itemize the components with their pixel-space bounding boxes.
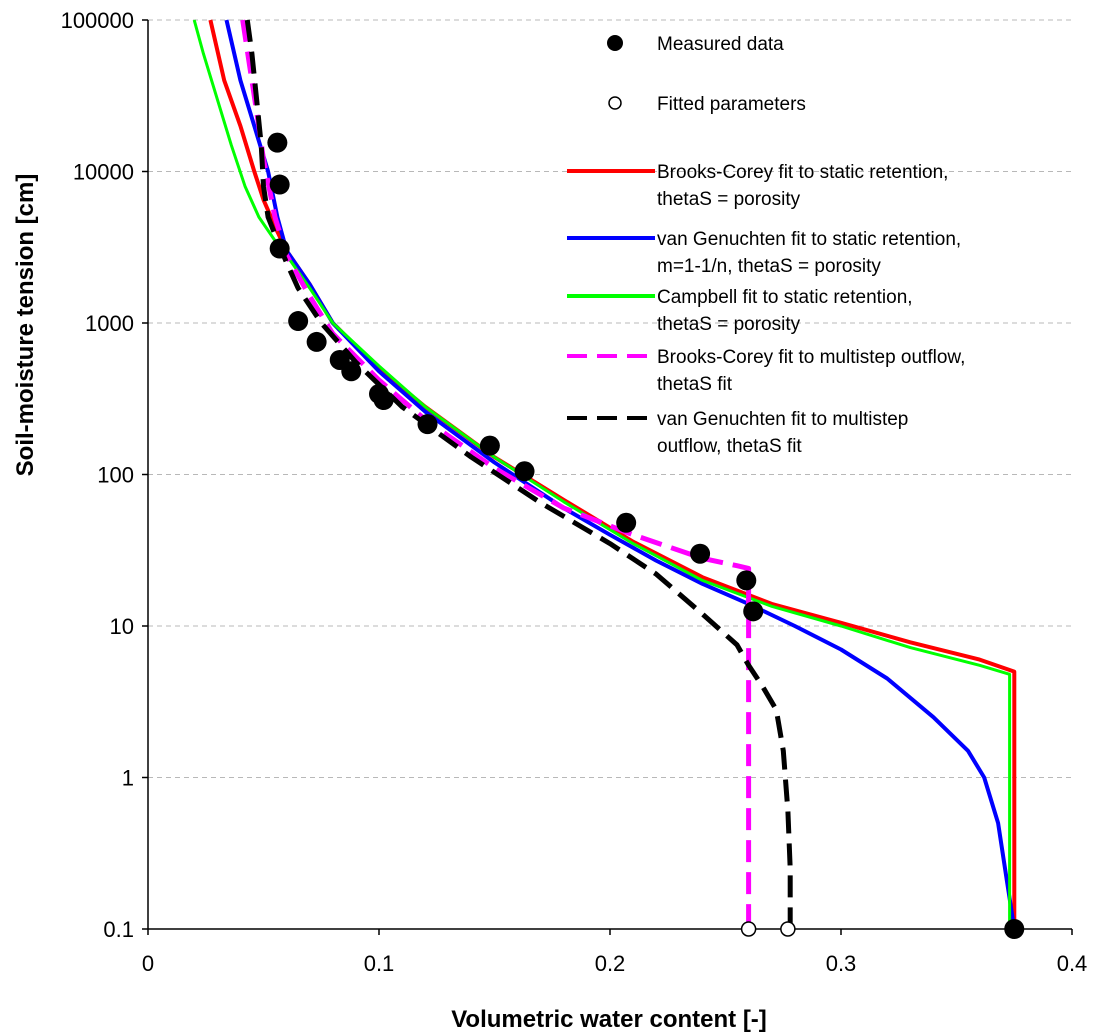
x-tick-label: 0.3 (826, 951, 857, 976)
measured-data-point (479, 435, 500, 456)
x-tick-label: 0 (142, 951, 154, 976)
measured-data-point (269, 238, 290, 259)
measured-data-point (373, 390, 394, 411)
x-tick-label: 0.4 (1057, 951, 1088, 976)
measured-data-point (306, 331, 327, 352)
legend-fitted-marker (608, 96, 622, 110)
measured-data-point (288, 311, 309, 332)
legend-label: thetaS = porosity (657, 189, 801, 210)
series-line-5 (244, 19, 793, 929)
legend-label: Measured data (657, 34, 784, 55)
y-tick-label: 1 (122, 766, 134, 791)
series-line-4 (240, 19, 752, 929)
fitted-parameter-point (740, 921, 757, 937)
legend-label: Campbell fit to static retention, (657, 287, 913, 308)
marker-layer (267, 132, 1025, 939)
measured-data-point (269, 174, 290, 195)
tick-layer: 0.1 1 10 100 1000 10000 100000 0 0.1 0.2 0.3 0.4 (61, 8, 1088, 976)
measured-data-point (267, 132, 288, 153)
legend-label: outflow, thetaS fit (657, 436, 802, 457)
legend-label: Brooks-Corey fit to multistep outflow, (657, 347, 965, 368)
y-tick-label: 0.1 (103, 917, 134, 942)
legend-label: Brooks-Corey fit to static retention, (657, 162, 948, 183)
fitted-parameter-point (780, 921, 796, 937)
y-axis-title: Soil-moisture tension [cm] (12, 174, 39, 477)
legend-label: Fitted parameters (657, 94, 806, 115)
series-line-3 (192, 19, 1012, 929)
measured-data-point (743, 601, 764, 622)
legend-label: van Genuchten fit to multistep (657, 409, 908, 430)
measured-data-point (690, 543, 711, 564)
legend: Measured data Fitted parameters Brooks-Cor… (567, 34, 965, 457)
measured-data-point (736, 570, 757, 591)
series-layer (192, 19, 1017, 930)
measured-data-point (1004, 919, 1025, 939)
x-tick-label: 0.2 (595, 951, 626, 976)
y-tick-label: 100000 (61, 8, 134, 33)
y-tick-label: 10000 (73, 160, 134, 185)
y-tick-label: 1000 (85, 311, 134, 336)
measured-data-point (514, 461, 535, 482)
measured-data-point (417, 414, 438, 435)
legend-label: thetaS fit (657, 374, 733, 395)
measured-data-point (616, 512, 637, 533)
x-tick-label: 0.1 (364, 951, 395, 976)
legend-measured-marker (607, 35, 623, 51)
legend-label: van Genuchten fit to static retention, (657, 229, 961, 250)
measured-data-point (341, 361, 362, 382)
y-tick-label: 100 (97, 463, 134, 488)
legend-label: m=1-1/n, thetaS = porosity (657, 256, 881, 277)
y-tick-label: 10 (110, 614, 134, 639)
legend-label: thetaS = porosity (657, 314, 801, 335)
x-axis-title: Volumetric water content [-] (451, 1006, 767, 1033)
